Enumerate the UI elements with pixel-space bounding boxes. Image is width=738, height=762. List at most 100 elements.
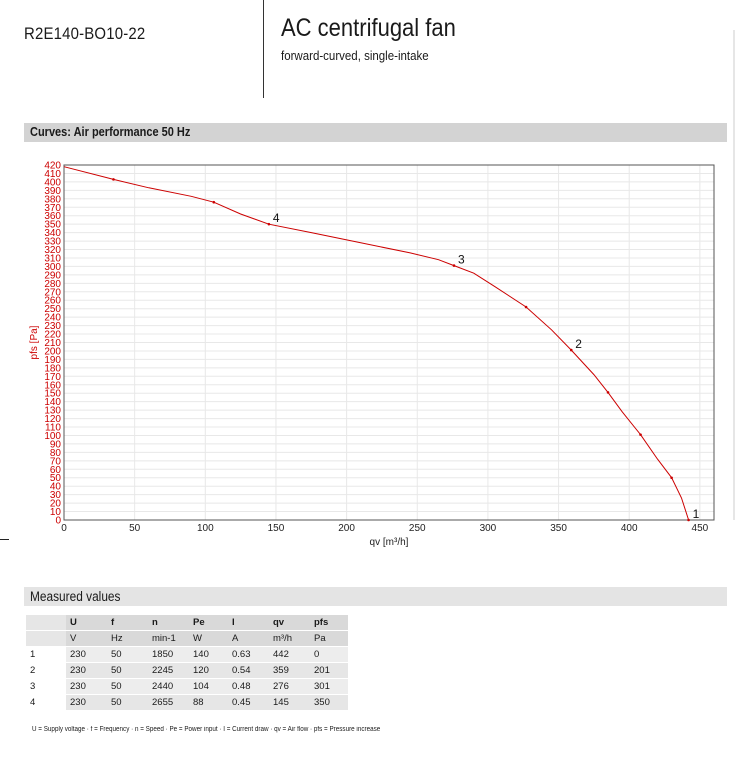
table-cell: 0.63 — [228, 647, 269, 662]
curve-marker — [606, 391, 610, 394]
y-tick-label: 400 — [44, 177, 61, 188]
table-unit-cell: A — [228, 631, 269, 646]
row-index: 3 — [26, 679, 66, 694]
curve-marker — [687, 518, 690, 522]
table-header-cell: n — [148, 615, 189, 630]
y-tick-label: 30 — [50, 490, 62, 501]
table-cell: 230 — [66, 695, 107, 710]
y-tick-label: 260 — [44, 296, 61, 307]
performance-curve — [63, 166, 690, 521]
x-tick-label: 350 — [550, 523, 567, 534]
operating-point-label: 3 — [458, 253, 465, 267]
table-cell: 1850 — [148, 647, 189, 662]
curve-markers — [112, 178, 690, 522]
y-tick-label: 220 — [44, 330, 61, 341]
y-tick-label: 410 — [44, 169, 61, 180]
row-index: 1 — [26, 647, 66, 662]
curve-marker — [452, 264, 456, 267]
curve-marker — [112, 178, 115, 181]
x-tick-label: 100 — [197, 523, 214, 534]
table-cell: 350 — [310, 695, 348, 710]
y-axis-label: pfs [Pa] — [29, 325, 40, 359]
curve-marker — [212, 200, 216, 204]
x-tick-label: 150 — [268, 523, 285, 534]
table-unit-cell: Hz — [107, 631, 148, 646]
row-index: 4 — [26, 695, 66, 710]
y-tick-label: 160 — [44, 380, 61, 391]
table-unit-cell: W — [189, 631, 228, 646]
table-unit-cell: Pa — [310, 631, 348, 646]
table-cell: 230 — [66, 679, 107, 694]
table-cell: 301 — [310, 679, 348, 694]
y-tick-label: 240 — [44, 313, 61, 324]
y-tick-label: 190 — [44, 355, 61, 366]
y-tick-label: 90 — [50, 439, 62, 450]
y-tick-label: 80 — [50, 448, 62, 459]
table-cell: 145 — [269, 695, 310, 710]
table-unit-cell: min-1 — [148, 631, 189, 646]
table-footnote: U = Supply voltage · f = Frequency · n =… — [32, 726, 381, 733]
y-tick-label: 290 — [44, 270, 61, 281]
table-row: 2 230 50 2245 120 0.54 359 201 — [26, 663, 348, 678]
y-tick-label: 170 — [44, 372, 61, 383]
y-tick-label: 200 — [44, 346, 61, 357]
table-cell: 50 — [107, 663, 148, 678]
table-header-cell: pfs — [310, 615, 348, 630]
y-tick-label: 370 — [44, 203, 61, 214]
product-subtitle: forward-curved, single-intake — [281, 49, 429, 63]
table-cell: 0.45 — [228, 695, 269, 710]
y-tick-label: 340 — [44, 228, 61, 239]
operating-point-label: 1 — [693, 507, 700, 521]
y-tick-label: 210 — [44, 338, 61, 349]
y-tick-label: 380 — [44, 194, 61, 205]
chart-grid — [63, 164, 714, 521]
table-header-cell: Pe — [189, 615, 228, 630]
y-tick-label: 100 — [44, 431, 61, 442]
curve-marker — [524, 305, 528, 309]
table-header-row-units: V Hz min-1 W A m³/h Pa — [26, 631, 348, 646]
y-tick-label: 320 — [44, 245, 61, 256]
table-cell: 0 — [310, 647, 348, 662]
y-tick-label: 50 — [50, 473, 62, 484]
x-tick-labels: 0 50 100 150 200 250 300 350 400 450 — [61, 523, 708, 534]
table-row: 1 230 50 1850 140 0.63 442 0 — [26, 647, 348, 662]
y-tick-label: 310 — [44, 253, 61, 264]
y-tick-label: 60 — [50, 465, 62, 476]
row-index: 2 — [26, 663, 66, 678]
y-tick-label: 0 — [55, 516, 61, 527]
y-tick-label: 10 — [50, 507, 62, 518]
table-header-cell: U — [66, 615, 107, 630]
table-cell: 276 — [269, 679, 310, 694]
x-tick-label: 0 — [61, 523, 67, 534]
y-tick-label: 110 — [45, 423, 61, 434]
y-tick-label: 420 — [44, 161, 61, 172]
table-header-cell: I — [228, 615, 269, 630]
y-tick-label: 250 — [44, 304, 61, 315]
operating-point-label: 4 — [273, 211, 280, 225]
curve-marker — [639, 433, 642, 436]
table-cell: 104 — [189, 679, 228, 694]
table-cell: 2440 — [148, 679, 189, 694]
table-header-cell: qv — [269, 615, 310, 630]
y-tick-label: 270 — [44, 287, 61, 298]
table-cell: 120 — [189, 663, 228, 678]
table-cell: 50 — [107, 647, 148, 662]
curve-marker — [569, 348, 573, 352]
table-row: 3 230 50 2440 104 0.48 276 301 — [26, 679, 348, 694]
y-tick-labels: 0102030405060708090100110120130140150160… — [44, 161, 61, 527]
y-tick-label: 120 — [44, 414, 61, 425]
y-tick-label: 140 — [44, 397, 61, 408]
y-tick-label: 230 — [44, 321, 61, 332]
table-cell: 230 — [66, 647, 107, 662]
x-tick-label: 450 — [692, 523, 709, 534]
table-cell: 0.54 — [228, 663, 269, 678]
curves-section-bar: Curves: Air performance 50 Hz — [24, 123, 727, 142]
x-tick-label: 50 — [129, 523, 141, 534]
y-tick-label: 390 — [44, 186, 61, 197]
x-axis-label: qv [m³/h] — [370, 537, 409, 548]
table-cell: 88 — [189, 695, 228, 710]
page-edge-tick — [0, 539, 9, 540]
table-cell: 0.48 — [228, 679, 269, 694]
table-cell: 359 — [269, 663, 310, 678]
table-cell: 230 — [66, 663, 107, 678]
